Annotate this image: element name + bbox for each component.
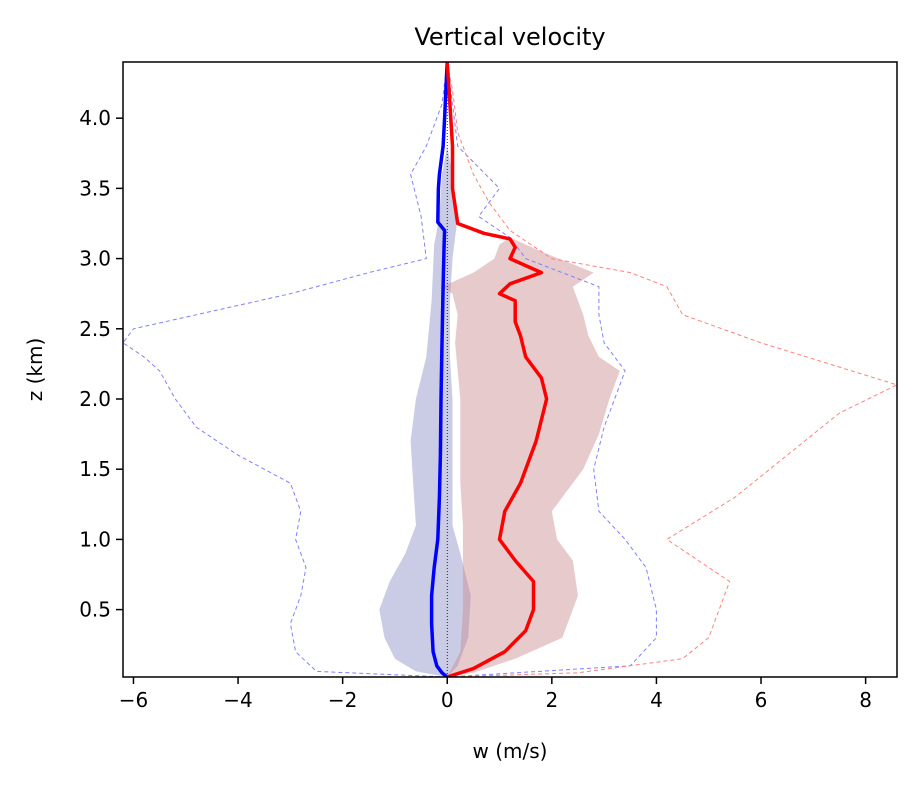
y-tick-label: 2.0 [79,387,111,411]
x-tick-label: −2 [328,688,357,712]
mean-layer [429,62,549,677]
mean-profile-1 [429,62,449,677]
x-tick-label: 2 [545,688,558,712]
x-tick-label: 0 [441,688,454,712]
x-tick-label: 8 [859,688,872,712]
y-tick-label: 3.0 [79,247,111,271]
y-tick-label: 3.5 [79,176,111,200]
x-tick-label: 4 [650,688,663,712]
extreme-profile-1 [123,62,448,677]
y-axis: 0.5 1.0 1.5 2.0 2.5 3.0 3.5 4.0 [79,106,123,622]
extreme-profile-3 [446,62,897,677]
y-axis-label: z (km) [23,338,47,402]
spread-band-1 [379,146,471,677]
extreme-profile-2 [446,62,657,677]
x-axis-label: w (m/s) [473,739,548,763]
mean-profile-2 [445,62,549,677]
y-tick-label: 4.0 [79,106,111,130]
x-axis: −6 −4 −2 0 2 4 6 8 [119,677,872,712]
plot-frame [122,61,898,678]
y-tick-label: 1.5 [79,457,111,481]
y-tick-label: 0.5 [79,598,111,622]
band-layer [379,146,620,677]
y-tick-label: 2.5 [79,317,111,341]
y-tick-label: 1.0 [79,527,111,551]
x-tick-label: 6 [755,688,768,712]
x-tick-label: −6 [119,688,148,712]
x-tick-label: −4 [223,688,252,712]
chart-title: Vertical velocity [414,23,605,51]
extreme-layer [123,62,897,677]
